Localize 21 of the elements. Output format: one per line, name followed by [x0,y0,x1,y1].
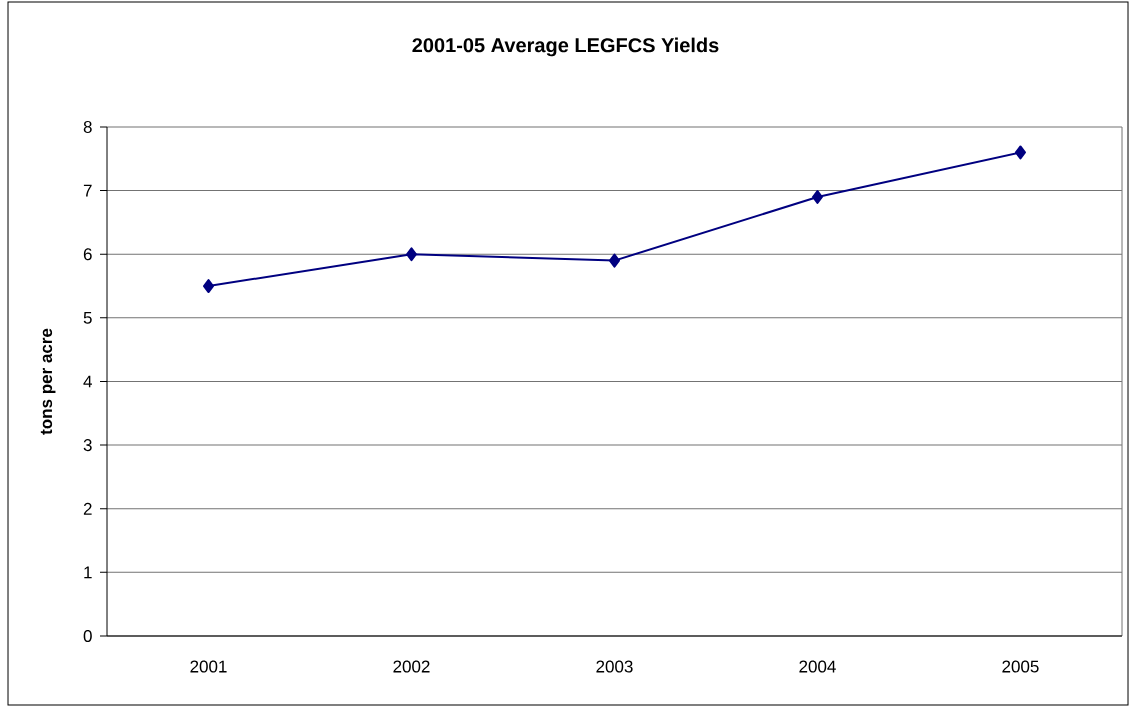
y-tick-label: 8 [83,120,92,134]
point [405,247,417,262]
x-tick-label: 2003 [596,660,633,673]
y-tick-label: 1 [84,566,92,579]
point [203,279,214,294]
point [608,253,620,268]
y-tick-label: 5 [83,311,92,324]
y-tick-label: 2 [83,502,92,515]
point [811,189,823,204]
y-axis-title: tons per acre [40,328,56,435]
y-tick-label: 7 [83,184,92,197]
x-tick-label: 2002 [393,660,430,673]
y-tick-label: 3 [83,439,92,452]
x-tick-label: 2001 [190,660,227,673]
x-tick-label: 2004 [799,660,836,673]
y-tick-label: 0 [83,629,92,643]
y-tick-label: 6 [83,248,92,261]
chart-title: 2001-05 Average LEGFCS Yields [412,37,719,57]
x-tick-label: 2005 [1002,660,1039,673]
point [1014,145,1026,160]
y-tick-label: 4 [83,375,92,388]
